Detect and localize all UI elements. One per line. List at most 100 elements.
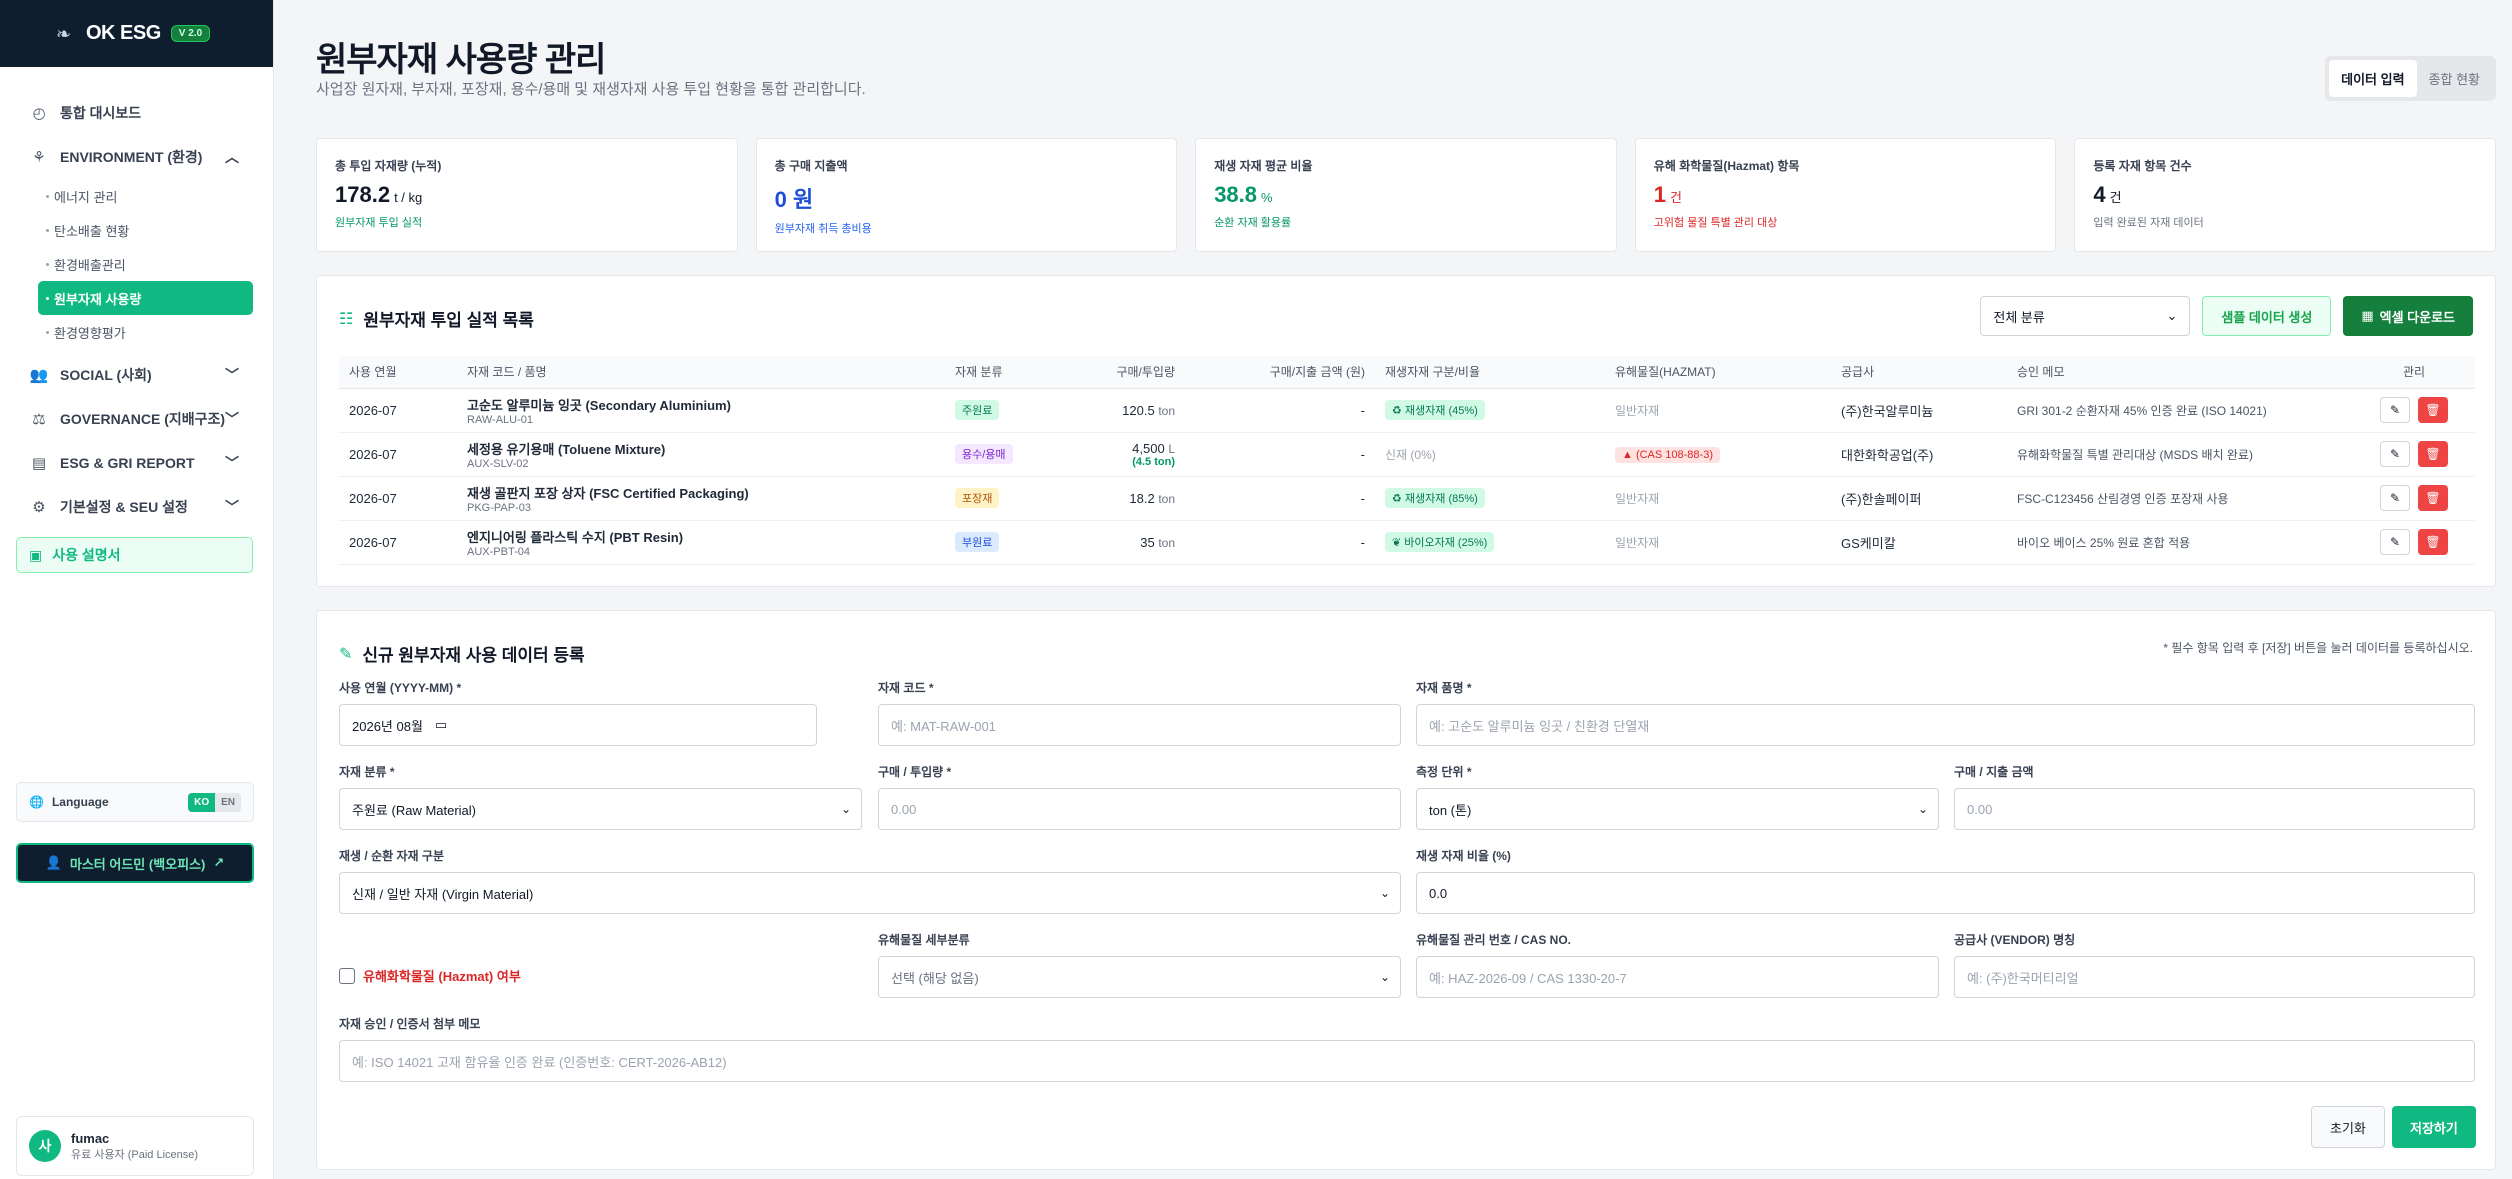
vendor-input[interactable]: 예: (주)한국머티리얼	[1954, 956, 2475, 998]
table-row[interactable]: 2026-07 엔지니어링 플라스틱 수지 (PBT Resin) AUX-PBT-…	[339, 520, 2475, 565]
file-excel-icon: ▦	[2361, 308, 2374, 323]
hazmat-badge: ▲ (CAS 108-88-3)	[1615, 446, 1720, 463]
save-button[interactable]: 저장하기	[2392, 1106, 2476, 1148]
table-header: 사용 연월 자재 코드 / 품명 자재 분류 구매/투입량 구매/지출 금액 (…	[339, 356, 2475, 389]
chevron-down-icon: ﹀	[225, 411, 239, 427]
amount-input[interactable]: 0.00	[1954, 788, 2475, 830]
col-supplier[interactable]: 공급사	[1831, 356, 2007, 389]
category-select[interactable]: 주원료 (Raw Material) ⌄	[339, 788, 862, 830]
cell-hazmat: 일반자재	[1605, 520, 1831, 565]
recycle-badge: 신재 (0%)	[1385, 447, 1436, 462]
lang-ko-button[interactable]: KO	[188, 792, 216, 812]
cell-recycle: ♻ 재생자재 (45%)	[1375, 388, 1605, 433]
cell-memo: FSC-C123456 산림경영 인증 포장재 사용	[2007, 476, 2353, 521]
amount-label: 구매 / 지출 금액	[1954, 765, 2034, 779]
sidebar: ❧ OK ESG V 2.0 ◴ 통합 대시보드 ⚘ ENVIRONMENT (…	[0, 0, 274, 1179]
month-input[interactable]: 2026년 08월 ▭	[339, 704, 817, 746]
hazmat-class-value: 선택 (해당 없음)	[891, 970, 979, 986]
kpi-value: 38.8%	[1214, 182, 1598, 208]
cell-memo: 유해화학물질 특별 관리대상 (MSDS 배치 완료)	[2007, 432, 2353, 477]
cell-supplier: 대한화학공업(주)	[1831, 432, 2007, 477]
material-code: RAW-ALU-01	[467, 413, 534, 426]
sample-data-button[interactable]: 샘플 데이터 생성	[2202, 296, 2332, 336]
cell-actions: ✎ 🗑	[2353, 388, 2475, 433]
sub-item-energy[interactable]: 에너지 관리	[38, 179, 253, 213]
external-link-icon: ↗	[213, 855, 225, 870]
hazmat-class-select[interactable]: 선택 (해당 없음) ⌄	[878, 956, 1401, 998]
nav-guide[interactable]: ▣ 사용 설명서	[16, 537, 253, 573]
kpi-label: 총 투입 자재량 (누적)	[335, 159, 442, 173]
table-row[interactable]: 2026-07 세정용 유기용매 (Toluene Mixture) AUX-SLV…	[339, 432, 2475, 477]
category-filter-select[interactable]: 전체 분류 ⌄	[1980, 296, 2191, 336]
hazmat-checkbox[interactable]: 유해화학물질 (Hazmat) 여부	[339, 966, 521, 985]
col-month[interactable]: 사용 연월	[339, 356, 457, 389]
cell-amount: -	[1185, 476, 1375, 521]
delete-trash-icon[interactable]: 🗑	[2418, 441, 2448, 467]
tab-overview[interactable]: 종합 현황	[2428, 72, 2480, 87]
cell-memo: 바이오 베이스 25% 원료 혼합 적용	[2007, 520, 2353, 565]
material-code-input[interactable]: 예: MAT-RAW-001	[878, 704, 1401, 746]
quantity-input[interactable]: 0.00	[878, 788, 1401, 830]
edit-pencil-icon[interactable]: ✎	[2380, 485, 2410, 511]
recycle-type-value: 신재 / 일반 자재 (Virgin Material)	[352, 886, 534, 902]
hazmat-no-input[interactable]: 예: HAZ-2026-09 / CAS 1330-20-7	[1416, 956, 1939, 998]
col-memo[interactable]: 승인 메모	[2007, 356, 2353, 389]
qty-value: 120.5	[1122, 402, 1155, 418]
material-name-input[interactable]: 예: 고순도 알루미늄 잉곳 / 친환경 단열재	[1416, 704, 2475, 746]
col-amount[interactable]: 구매/지출 금액 (원)	[1185, 356, 1375, 389]
reset-button[interactable]: 초기화	[2311, 1106, 2385, 1148]
category-badge: 용수/용매	[955, 444, 1013, 464]
sub-item-impact[interactable]: 환경영향평가	[38, 315, 253, 349]
nav-social[interactable]: 👥 SOCIAL (사회) ﹀	[0, 353, 273, 397]
code-label: 자재 코드 *	[878, 681, 934, 695]
category-value: 주원료 (Raw Material)	[352, 802, 477, 818]
col-hazmat[interactable]: 유해물질(HAZMAT)	[1605, 356, 1831, 389]
nav-dashboard[interactable]: ◴ 통합 대시보드	[0, 91, 273, 135]
lang-en-button[interactable]: EN	[221, 796, 235, 808]
logo[interactable]: ❧ OK ESG V 2.0	[0, 0, 273, 67]
book-icon: ▣	[29, 546, 43, 563]
memo-input[interactable]: 예: ISO 14021 고재 함유율 인증 완료 (인증번호: CERT-20…	[339, 1040, 2475, 1082]
cell-qty: 18.2 ton	[1075, 476, 1185, 521]
delete-trash-icon[interactable]: 🗑	[2418, 485, 2448, 511]
form-hint: * 필수 항목 입력 후 [저장] 버튼을 눌러 데이터를 등록하십시오.	[2163, 641, 2473, 655]
col-qty[interactable]: 구매/투입량	[1075, 356, 1185, 389]
sub-item-carbon[interactable]: 탄소배출 현황	[38, 213, 253, 247]
cell-month: 2026-07	[339, 432, 457, 477]
tab-data-input[interactable]: 데이터 입력	[2329, 60, 2417, 97]
recycle-ratio-input[interactable]: 0.0	[1416, 872, 2475, 914]
excel-download-button[interactable]: ▦ 엑셀 다운로드	[2343, 296, 2473, 336]
kpi-note: 원부자재 취득 총비용	[774, 223, 872, 235]
user-profile[interactable]: 사 fumac 유료 사용자 (Paid License)	[16, 1116, 254, 1176]
edit-pencil-icon[interactable]: ✎	[2380, 397, 2410, 423]
nav-settings[interactable]: ⚙ 기본설정 & SEU 설정 ﹀	[0, 485, 273, 529]
recycle-type-select[interactable]: 신재 / 일반 자재 (Virgin Material) ⌄	[339, 872, 1401, 914]
edit-pencil-icon[interactable]: ✎	[2380, 441, 2410, 467]
sub-item-emission[interactable]: 환경배출관리	[38, 247, 253, 281]
admin-label: 마스터 어드민 (백오피스)	[69, 856, 206, 872]
sub-item-materials[interactable]: 원부자재 사용량	[38, 281, 253, 315]
table-row[interactable]: 2026-07 고순도 알루미늄 잉곳 (Secondary Aluminium)…	[339, 388, 2475, 433]
avatar: 사	[29, 1130, 61, 1162]
master-admin-button[interactable]: 👤 마스터 어드민 (백오피스) ↗	[16, 843, 254, 883]
unit-select[interactable]: ton (톤) ⌄	[1416, 788, 1939, 830]
delete-trash-icon[interactable]: 🗑	[2418, 529, 2448, 555]
category-badge: 포장재	[955, 488, 1000, 508]
delete-trash-icon[interactable]: 🗑	[2418, 397, 2448, 423]
col-recycle[interactable]: 재생자재 구분/비율	[1375, 356, 1605, 389]
cell-supplier: (주)한국알루미늄	[1831, 388, 2007, 433]
checkbox-box[interactable]	[339, 967, 355, 984]
nav-environment[interactable]: ⚘ ENVIRONMENT (환경) ︿	[0, 135, 273, 179]
version-badge: V 2.0	[170, 25, 211, 42]
file-icon: ▤	[31, 455, 47, 472]
filter-value: 전체 분류	[1993, 309, 2045, 325]
col-category[interactable]: 자재 분류	[945, 356, 1075, 389]
col-name[interactable]: 자재 코드 / 품명	[457, 356, 945, 389]
nav-governance[interactable]: ⚖ GOVERNANCE (지배구조) ﹀	[0, 397, 273, 441]
edit-pencil-icon[interactable]: ✎	[2380, 529, 2410, 555]
recycle-type-label: 재생 / 순환 자재 구분	[339, 849, 444, 863]
table-row[interactable]: 2026-07 재생 골판지 포장 상자 (FSC Certified Packa…	[339, 476, 2475, 521]
material-code: AUX-PBT-04	[467, 545, 530, 558]
nav-report[interactable]: ▤ ESG & GRI REPORT ﹀	[0, 441, 273, 485]
recycle-badge: ❦ 바이오자재 (25%)	[1385, 532, 1495, 552]
